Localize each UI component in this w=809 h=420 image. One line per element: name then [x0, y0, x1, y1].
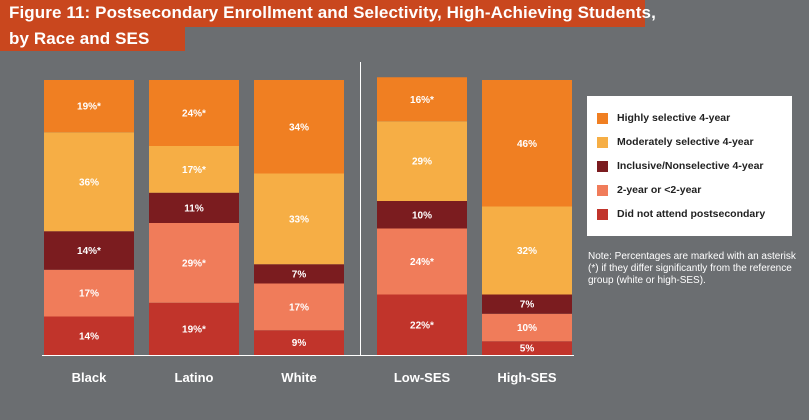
- bar-segment-black-highly-selective-4-year: [44, 80, 134, 133]
- legend-label-moderately-selective-4-year: Moderately selective 4-year: [617, 136, 754, 148]
- legend-label-highly-selective-4-year: Highly selective 4-year: [617, 112, 731, 124]
- bar-segment-high-ses-2-year-or-2-year: [482, 313, 572, 342]
- chart-title-line1: Figure 11: Postsecondary Enrollment and …: [9, 3, 656, 22]
- bar-segment-high-ses-highly-selective-4-year: [482, 80, 572, 207]
- bar-segment-white-2-year-or-2-year: [254, 283, 344, 331]
- bar-segment-low-ses-inclusive-nonselective-4-year: [377, 201, 467, 229]
- bar-segment-latino-2-year-or-2-year: [149, 223, 239, 303]
- legend-item-did-not-attend-postsecondary: Did not attend postsecondary: [597, 207, 765, 221]
- legend-item-inclusive-nonselective-4-year: Inclusive/Nonselective 4-year: [597, 159, 764, 173]
- legend-item-2-year-or-2-year: 2-year or <2-year: [597, 183, 701, 197]
- data-label-latino-did-not-attend-postsecondary: 19%*: [182, 324, 206, 335]
- data-label-black-inclusive-nonselective-4-year: 14%*: [77, 246, 101, 257]
- bar-segment-low-ses-did-not-attend-postsecondary: [377, 294, 467, 355]
- bar-segment-low-ses-2-year-or-2-year: [377, 228, 467, 295]
- data-label-latino-inclusive-nonselective-4-year: 11%: [184, 203, 204, 214]
- legend-label-2-year-or-2-year: 2-year or <2-year: [617, 184, 702, 196]
- bar-segment-white-did-not-attend-postsecondary: [254, 330, 344, 355]
- legend-swatch-2-year-or-2-year: [597, 184, 608, 196]
- data-label-white-did-not-attend-postsecondary: 9%: [292, 338, 307, 349]
- chart-title-line2: by Race and SES: [9, 29, 150, 48]
- category-label-high-ses: High-SES: [497, 370, 557, 385]
- data-label-white-moderately-selective-4-year: 33%: [289, 214, 309, 225]
- data-label-latino-moderately-selective-4-year: 17%*: [182, 165, 206, 176]
- legend-swatch-moderately-selective-4-year: [597, 136, 608, 148]
- title-banner-line2: [0, 27, 185, 51]
- bar-segment-latino-moderately-selective-4-year: [149, 146, 239, 193]
- bar-segment-black-inclusive-nonselective-4-year: [44, 231, 134, 270]
- bar-segment-high-ses-did-not-attend-postsecondary: [482, 341, 572, 355]
- bar-segment-white-highly-selective-4-year: [254, 80, 344, 174]
- data-label-high-ses-moderately-selective-4-year: 32%: [517, 246, 537, 257]
- bar-segment-high-ses-moderately-selective-4-year: [482, 206, 572, 295]
- data-label-white-inclusive-nonselective-4-year: 7%: [292, 269, 307, 280]
- legend: Highly selective 4-year Moderately select…: [587, 96, 792, 236]
- data-label-low-ses-moderately-selective-4-year: 29%: [412, 157, 432, 168]
- bar-segment-black-2-year-or-2-year: [44, 269, 134, 317]
- data-label-white-highly-selective-4-year: 34%: [289, 122, 309, 133]
- bar-segment-low-ses-moderately-selective-4-year: [377, 121, 467, 201]
- bar-segment-latino-did-not-attend-postsecondary: [149, 302, 239, 355]
- title-banner-line1: [0, 0, 645, 27]
- bar-segment-white-inclusive-nonselective-4-year: [254, 264, 344, 284]
- legend-label-inclusive-nonselective-4-year: Inclusive/Nonselective 4-year: [617, 160, 764, 172]
- category-label-black: Black: [72, 370, 107, 385]
- legend-swatch-inclusive-nonselective-4-year: [597, 160, 608, 172]
- legend-swatch-did-not-attend-postsecondary: [597, 208, 608, 220]
- category-label-latino: Latino: [175, 370, 214, 385]
- bar-segment-low-ses-highly-selective-4-year: [377, 77, 467, 122]
- bar-segment-latino-highly-selective-4-year: [149, 80, 239, 146]
- data-label-latino-2-year-or-2-year: 29%*: [182, 258, 206, 269]
- bar-segment-latino-inclusive-nonselective-4-year: [149, 192, 239, 223]
- data-label-high-ses-highly-selective-4-year: 46%: [517, 139, 537, 150]
- data-label-black-moderately-selective-4-year: 36%: [79, 177, 99, 188]
- data-label-black-did-not-attend-postsecondary: 14%: [79, 331, 99, 342]
- data-label-high-ses-inclusive-nonselective-4-year: 7%: [520, 300, 535, 311]
- legend-item-highly-selective-4-year: Highly selective 4-year: [597, 111, 730, 125]
- data-label-low-ses-highly-selective-4-year: 16%*: [410, 95, 434, 106]
- bar-segment-high-ses-inclusive-nonselective-4-year: [482, 294, 572, 314]
- legend-item-moderately-selective-4-year: Moderately selective 4-year: [597, 135, 754, 149]
- data-label-low-ses-2-year-or-2-year: 24%*: [410, 257, 434, 268]
- data-label-black-2-year-or-2-year: 17%: [79, 289, 99, 300]
- bar-segment-black-did-not-attend-postsecondary: [44, 316, 134, 355]
- data-label-low-ses-inclusive-nonselective-4-year: 10%: [412, 210, 432, 221]
- data-label-high-ses-2-year-or-2-year: 10%: [517, 323, 537, 334]
- significance-note: Note: Percentages are marked with an ast…: [588, 251, 796, 286]
- data-label-high-ses-did-not-attend-postsecondary: 5%: [520, 344, 535, 355]
- category-label-white: White: [281, 370, 316, 385]
- data-label-latino-highly-selective-4-year: 24%*: [182, 109, 206, 120]
- data-label-white-2-year-or-2-year: 17%: [289, 302, 309, 313]
- category-label-low-ses: Low-SES: [394, 370, 451, 385]
- data-label-black-highly-selective-4-year: 19%*: [77, 102, 101, 113]
- bar-segment-white-moderately-selective-4-year: [254, 173, 344, 265]
- bar-segment-black-moderately-selective-4-year: [44, 132, 134, 232]
- legend-label-did-not-attend-postsecondary: Did not attend postsecondary: [617, 208, 766, 220]
- data-label-low-ses-did-not-attend-postsecondary: 22%*: [410, 320, 434, 331]
- legend-swatch-highly-selective-4-year: [597, 112, 608, 124]
